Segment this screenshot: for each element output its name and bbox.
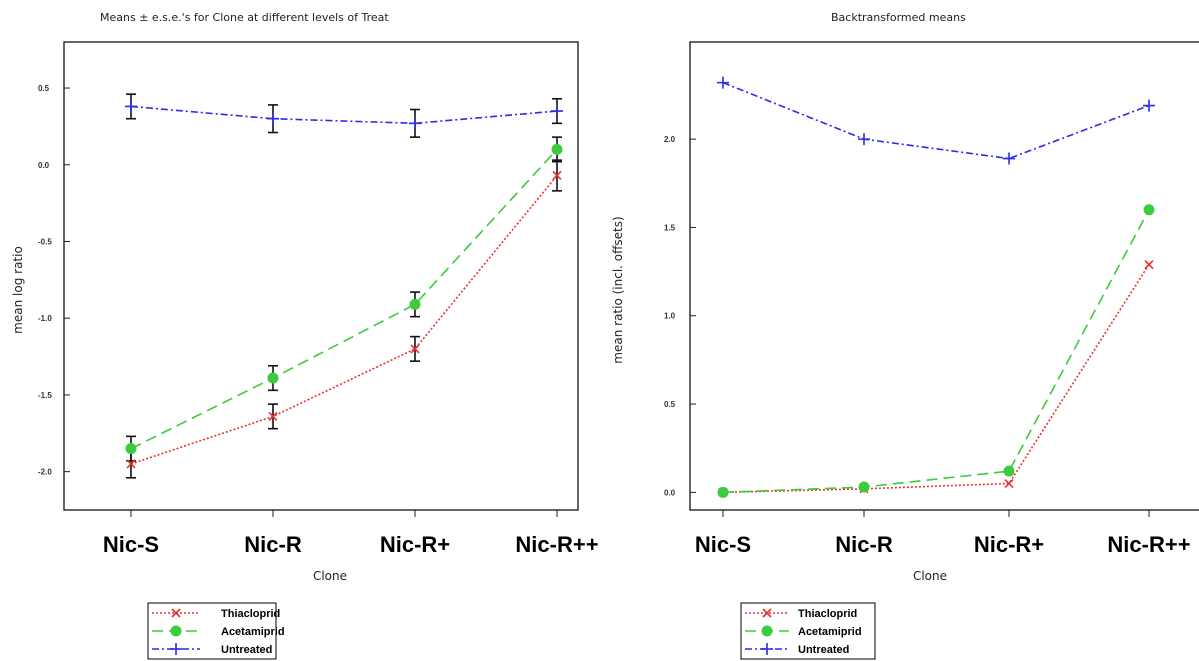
right-legend-box [740, 602, 876, 660]
left-series-line-thiacloprid [130, 174, 558, 465]
right-legend-marker-acetamiprid [761, 625, 773, 637]
left-legend-marker-untreated [170, 643, 182, 655]
left-point-untreated [125, 100, 137, 113]
right-legend: Thiacloprid Acetamiprid Untreated [740, 602, 876, 660]
left-point-thiacloprid [268, 411, 278, 421]
left-error-bars [126, 93, 562, 479]
right-point-acetamiprid [717, 486, 729, 498]
left-y-tick-label: 0.5 [38, 84, 50, 93]
left-legend-label-untreated: Untreated [221, 644, 272, 656]
right-y-axis-label: mean ratio (incl. offsets) [611, 216, 625, 363]
left-series-markers [125, 100, 563, 469]
right-series-lines [722, 81, 1150, 494]
right-x-axis-label: Clone [913, 569, 947, 583]
right-point-untreated [717, 76, 729, 89]
left-plot-frame [63, 41, 579, 511]
left-y-tick-label: 0.0 [38, 161, 50, 170]
right-legend-label-acetamiprid: Acetamiprid [798, 626, 862, 638]
right-x-tick-label: Nic-R+ [974, 532, 1044, 557]
left-x-tick-label: Nic-R++ [515, 532, 598, 557]
left-y-tick-label: -2.0 [38, 468, 52, 477]
left-series-line-acetamiprid [130, 148, 558, 450]
right-point-acetamiprid [1143, 204, 1155, 216]
left-x-tick-label: Nic-S [103, 532, 159, 557]
right-point-acetamiprid [858, 481, 870, 493]
right-legend-label-untreated: Untreated [798, 644, 849, 656]
left-point-thiacloprid [552, 170, 562, 181]
left-point-untreated [551, 105, 563, 118]
right-x-tick-label: Nic-S [695, 532, 751, 557]
left-point-acetamiprid [267, 372, 279, 384]
right-point-thiacloprid [1004, 478, 1014, 489]
right-legend-marker-thiacloprid [762, 608, 772, 618]
right-legend-marker-untreated [761, 643, 773, 655]
right-legend-label-thiacloprid: Thiacloprid [798, 608, 857, 620]
right-y-ticks: 2.0 1.5 1.0 0.5 0.0 [664, 135, 696, 497]
left-y-tick-label: -1.0 [38, 314, 52, 323]
right-point-acetamiprid [1003, 465, 1015, 477]
left-x-ticks: Nic-S Nic-R Nic-R+ Nic-R++ [103, 510, 599, 557]
right-series-markers [717, 76, 1155, 498]
left-x-tick-label: Nic-R [244, 532, 302, 557]
left-legend: Thiacloprid Acetamiprid Untreated [147, 602, 285, 660]
right-y-tick-label: 2.0 [664, 135, 676, 144]
left-point-acetamiprid [125, 443, 137, 455]
right-y-tick-label: 1.0 [664, 312, 676, 321]
right-x-tick-label: Nic-R [835, 532, 893, 557]
right-point-thiacloprid [1144, 259, 1154, 270]
left-point-thiacloprid [126, 459, 136, 469]
left-series-lines [130, 105, 558, 465]
right-plot-frame [689, 41, 1199, 511]
left-chart-title: Means ± e.s.e.'s for Clone at different … [100, 11, 389, 24]
left-y-tick-label: -1.5 [38, 391, 52, 400]
right-point-untreated [1003, 152, 1015, 165]
right-series-line-acetamiprid [722, 209, 1150, 494]
right-series-line-thiacloprid [722, 264, 1150, 494]
left-point-acetamiprid [551, 143, 563, 155]
left-y-axis-label: mean log ratio [11, 246, 25, 334]
right-y-tick-label: 1.5 [664, 223, 676, 232]
left-series-line-untreated [130, 105, 558, 125]
left-legend-label-thiacloprid: Thiacloprid [221, 608, 280, 620]
left-point-untreated [267, 112, 279, 125]
left-legend-marker-thiacloprid [171, 608, 181, 618]
left-x-tick-label: Nic-R+ [380, 532, 450, 557]
left-legend-marker-acetamiprid [170, 625, 182, 637]
right-x-tick-label: Nic-R++ [1107, 532, 1190, 557]
right-y-tick-label: 0.0 [664, 488, 676, 497]
right-x-ticks: Nic-S Nic-R Nic-R+ Nic-R++ [695, 510, 1191, 557]
right-chart-panel: Backtransformed means mean ratio (incl. … [611, 11, 1199, 660]
right-point-untreated [1143, 99, 1155, 112]
left-legend-box [147, 602, 277, 660]
right-series-line-untreated [722, 81, 1150, 160]
left-y-ticks: 0.5 0.0 -0.5 -1.0 -1.5 -2.0 [38, 84, 70, 477]
left-x-axis-label: Clone [313, 569, 347, 583]
right-chart-title: Backtransformed means [831, 11, 966, 24]
right-point-untreated [858, 133, 870, 146]
left-point-untreated [409, 117, 421, 130]
left-point-acetamiprid [409, 298, 421, 310]
left-chart-panel: Means ± e.s.e.'s for Clone at different … [11, 11, 599, 660]
left-legend-label-acetamiprid: Acetamiprid [221, 626, 285, 638]
left-y-tick-label: -0.5 [38, 237, 52, 246]
left-point-thiacloprid [410, 344, 420, 354]
right-y-tick-label: 0.5 [664, 400, 676, 409]
